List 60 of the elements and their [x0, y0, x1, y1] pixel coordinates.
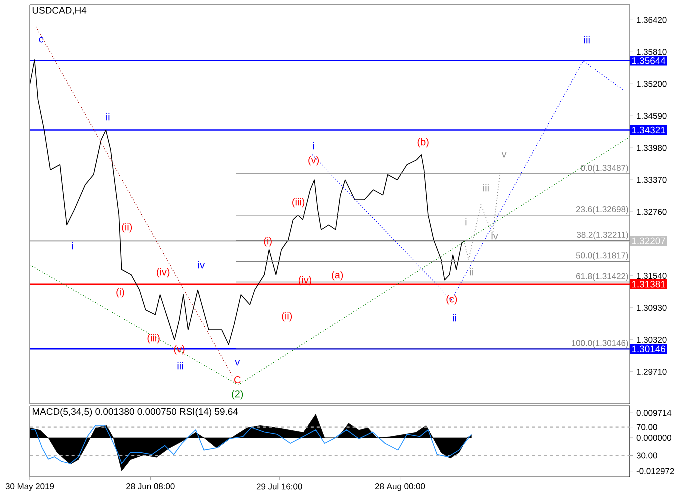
series-label: 100.0(1.30146): [572, 340, 628, 348]
annotation: ii: [106, 113, 110, 121]
annotation: i: [72, 242, 74, 250]
annotation: i: [466, 218, 467, 226]
ref-line-label: 1.31381: [632, 281, 666, 288]
y-tick-label: -0.012972: [636, 468, 674, 474]
annotation: iii: [484, 184, 489, 192]
annotation: iv: [492, 232, 498, 240]
annotation: ii: [453, 314, 456, 322]
annotation: iii: [178, 362, 184, 370]
annotation: (ii): [122, 223, 132, 233]
y-tick-label: 1.33370: [637, 177, 667, 184]
y-tick-label: 1.34590: [637, 113, 667, 120]
y-tick-label: 1.35810: [637, 49, 667, 56]
series-label: 61.8(1.31422): [576, 273, 628, 282]
annotation: v: [502, 152, 507, 158]
annotation: (v): [308, 156, 320, 166]
annotation: v: [235, 360, 240, 366]
ref-line-label: 1.30146: [632, 346, 666, 353]
y-tick-label: 1.33980: [637, 145, 667, 152]
y-tick-label: 1.35200: [637, 81, 667, 88]
y-tick-label: 1.30320: [637, 337, 667, 344]
annotation: (i): [116, 288, 124, 298]
y-tick-label: 1.29710: [637, 369, 667, 376]
annotation: (ii): [282, 312, 292, 322]
annotation: (iv): [157, 268, 170, 278]
x-tick-label: 28 Aug 00:00: [376, 484, 426, 492]
annotation: C: [234, 376, 241, 384]
annotation: iii: [584, 36, 590, 44]
x-tick-label: 29 Jul 16:00: [256, 484, 302, 490]
y-tick-label: 1.36420: [637, 17, 667, 24]
chart-title: MACD(5,34,5) 0.001380 0.000750 RSI(14) 59.64: [32, 408, 238, 418]
y-tick-label: 1.30930: [637, 305, 667, 312]
series-label: 23.6(1.32698): [576, 206, 628, 214]
annotation: (2): [232, 390, 244, 400]
chart-title: USDCAD,H4: [32, 7, 87, 16]
annotation: (b): [418, 138, 429, 148]
y-tick-label: 0.000000: [636, 435, 672, 442]
ref-line-label: 1.35644: [632, 58, 666, 64]
annotation: (a): [332, 271, 344, 281]
y-tick-label: 1.31540: [637, 273, 667, 280]
y-tick-label: 1.32760: [637, 209, 667, 216]
y2-tick-label: 70.00: [636, 424, 658, 430]
annotation: (iii): [292, 198, 305, 208]
annotation: (iii): [148, 334, 160, 344]
ref-line-label: 1.32207: [632, 238, 666, 244]
x-tick-label: 28 Jun 08:00: [126, 484, 175, 490]
annotation: ii: [470, 268, 474, 276]
y2-tick-label: 30.00: [636, 452, 658, 459]
annotation: i: [313, 142, 314, 150]
annotation: iv: [198, 261, 205, 269]
series-label: 50.0(1.31817): [576, 252, 628, 260]
series-label: 38.2(1.32211): [577, 232, 628, 240]
series-label: 0.0(1.33487): [581, 164, 628, 173]
annotation: c: [39, 37, 44, 43]
x-tick-label: 30 May 2019: [6, 484, 54, 492]
y-tick-label: 0.009714: [636, 410, 672, 416]
ref-line-label: 1.34321: [632, 126, 666, 134]
annotation: (i): [264, 237, 272, 247]
annotation: (c): [446, 295, 458, 305]
